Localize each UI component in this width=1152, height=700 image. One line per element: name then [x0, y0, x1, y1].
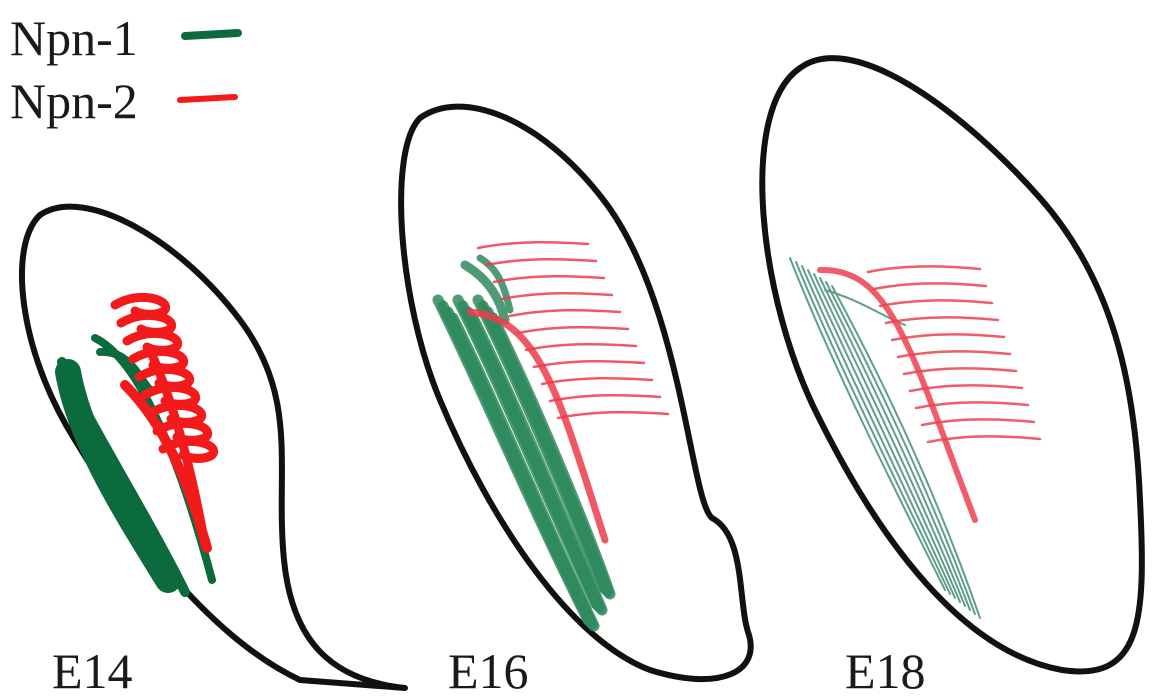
legend-swatch	[185, 33, 238, 36]
e14-fibers	[62, 297, 214, 592]
npn2-fiber	[502, 293, 612, 299]
npn2-fiber	[518, 327, 628, 333]
legend-label: Npn-2	[10, 73, 138, 129]
npn2-fiber	[478, 242, 588, 248]
npn2-fiber	[534, 361, 644, 367]
npn2-fiber	[886, 317, 998, 323]
e16-fibers	[438, 242, 668, 626]
legend-swatch	[180, 97, 235, 100]
npn2-fiber	[550, 395, 660, 401]
npn2-fiber	[558, 412, 668, 418]
e18-outline	[762, 58, 1142, 671]
legend-label: Npn-1	[10, 10, 138, 66]
npn2-fiber	[868, 266, 980, 272]
figure: Npn-1 Npn-2 E14 E16 E18	[0, 0, 1152, 700]
panel-label: E14	[52, 643, 133, 699]
npn2-fiber	[892, 334, 1004, 340]
panel-label: E16	[448, 643, 529, 699]
npn2-fiber	[510, 310, 620, 316]
npn2-fiber	[486, 259, 596, 265]
npn2-fiber	[874, 283, 986, 289]
npn2-fiber	[494, 276, 604, 282]
panel-label: E18	[845, 643, 926, 699]
npn2-fiber	[526, 344, 636, 350]
npn1-fiber	[796, 262, 950, 594]
npn2-fiber	[880, 300, 992, 306]
npn2-fiber	[542, 378, 652, 384]
